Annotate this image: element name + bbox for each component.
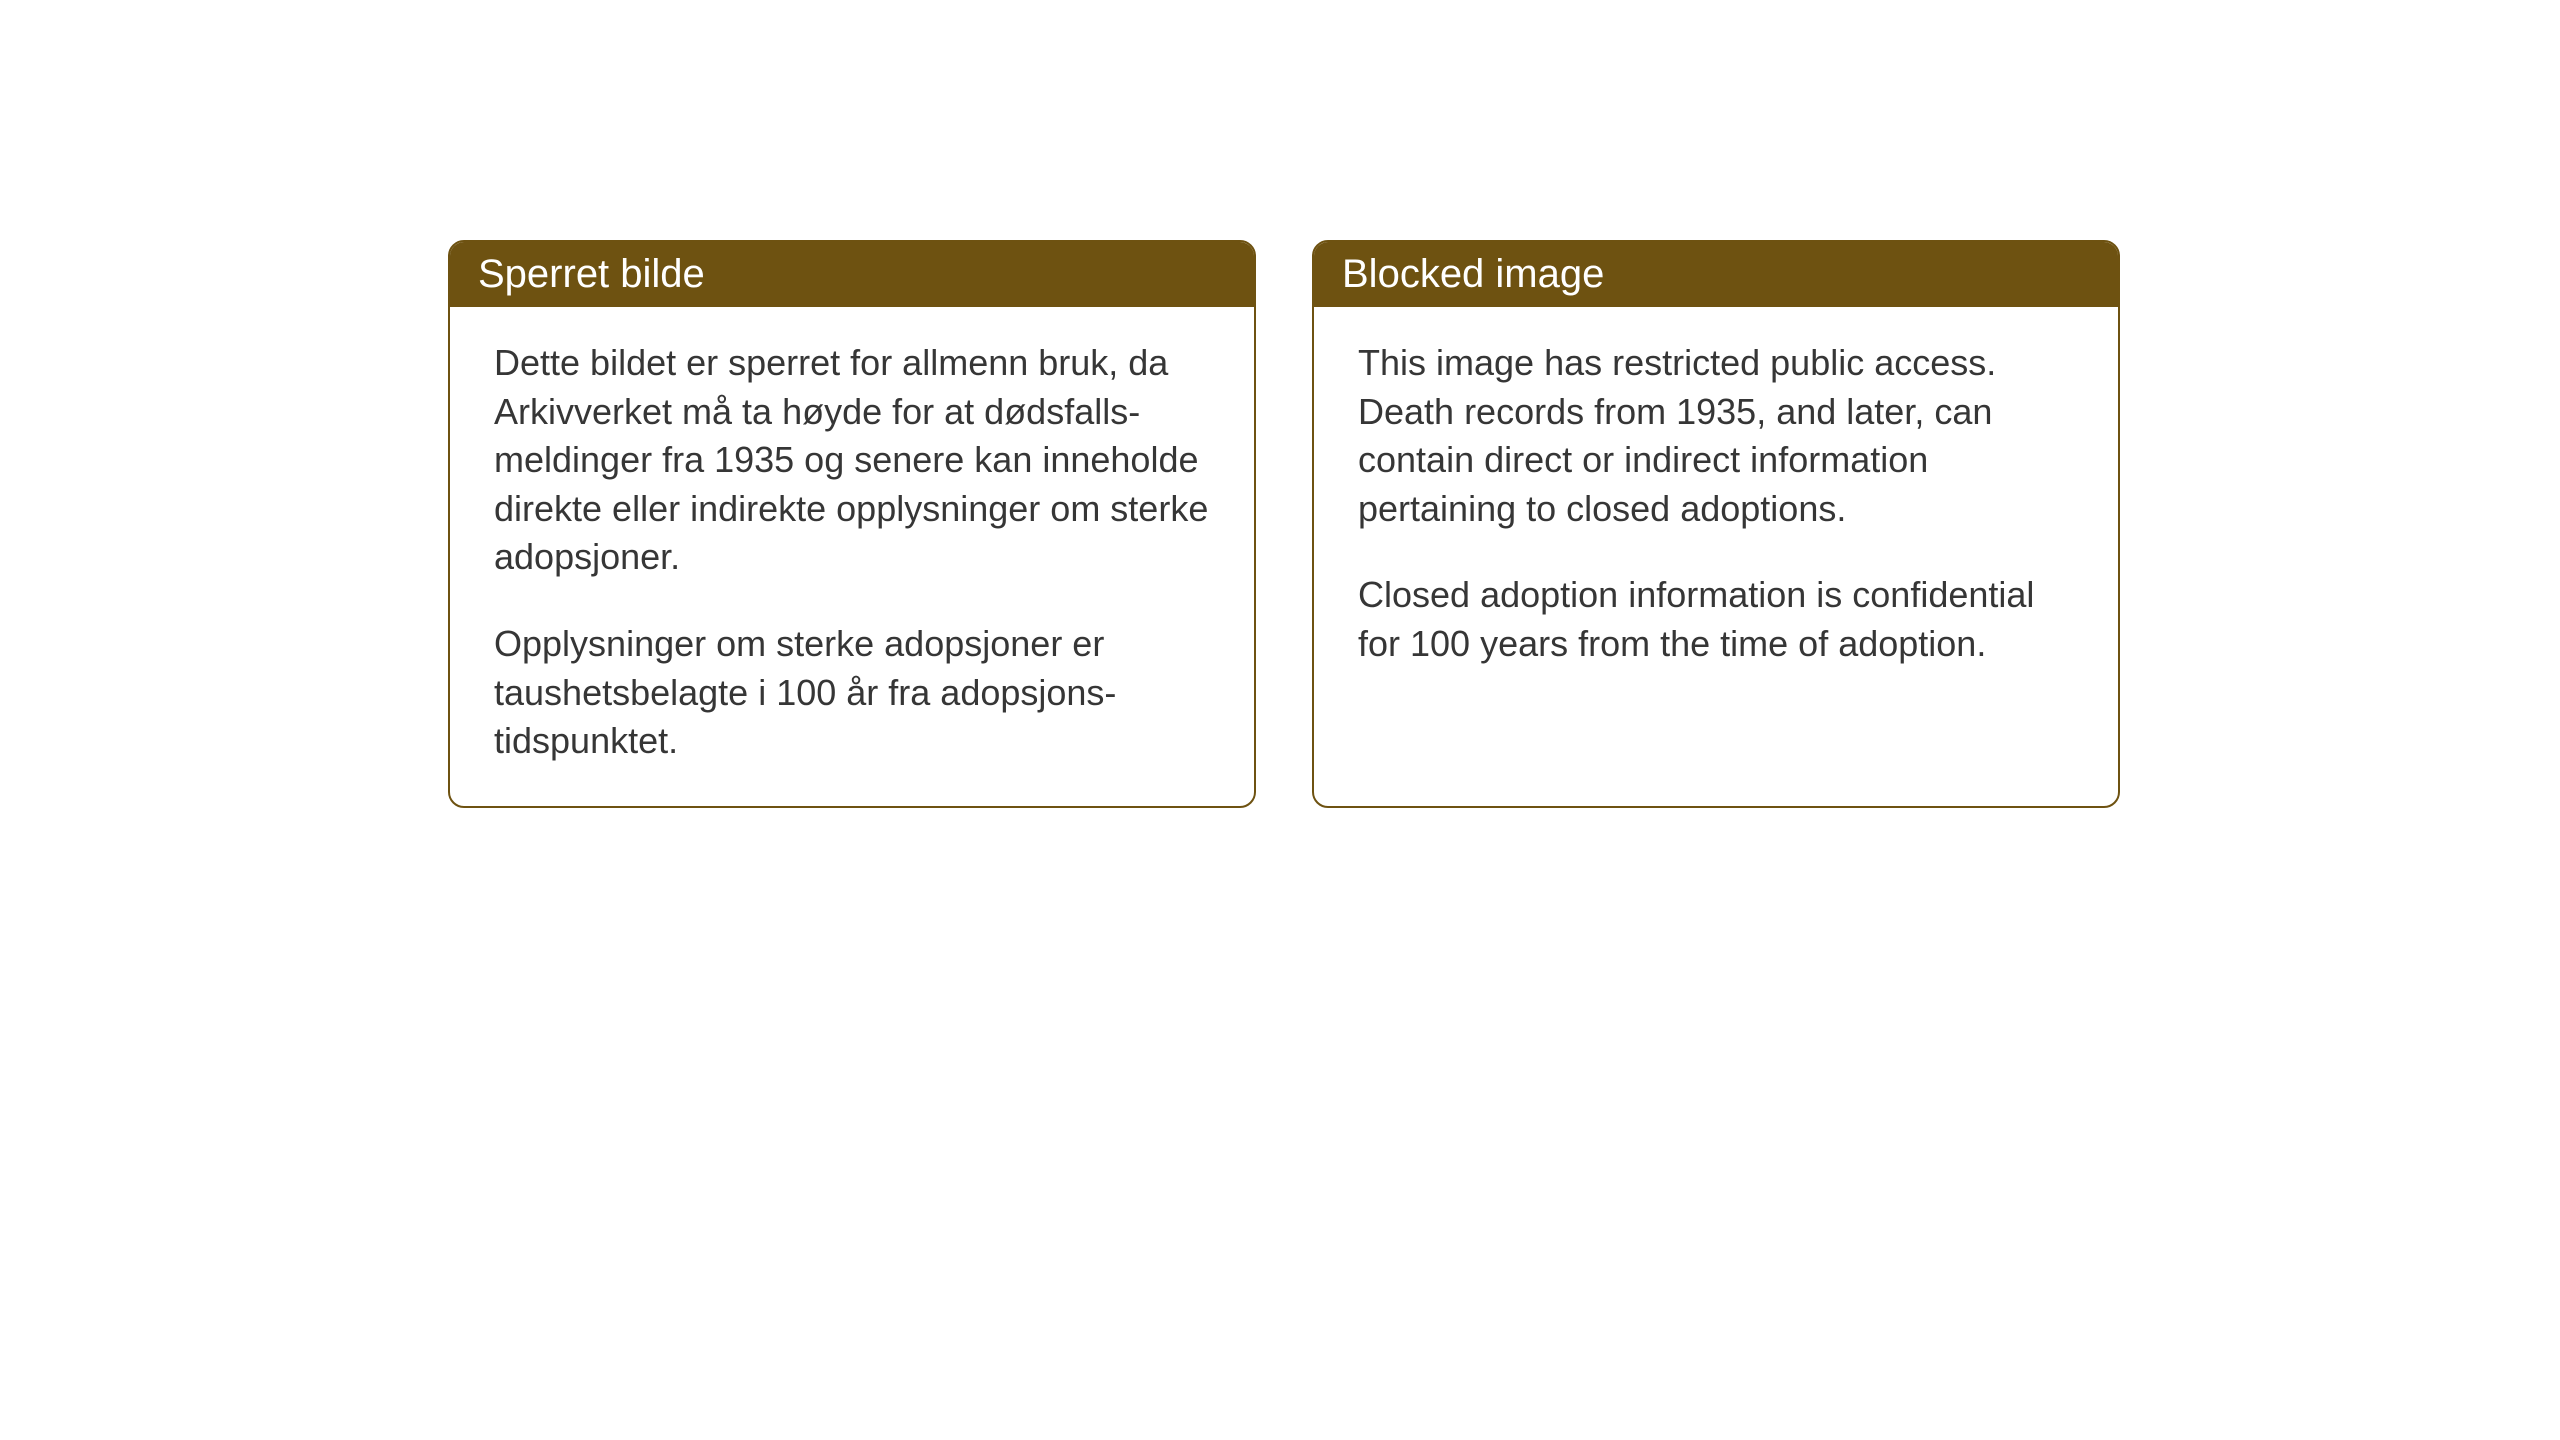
notice-cards-container: Sperret bilde Dette bildet er sperret fo…	[448, 240, 2120, 808]
card-paragraph-1-norwegian: Dette bildet er sperret for allmenn bruk…	[494, 339, 1210, 582]
card-header-norwegian: Sperret bilde	[450, 242, 1254, 307]
notice-card-english: Blocked image This image has restricted …	[1312, 240, 2120, 808]
card-body-english: This image has restricted public access.…	[1314, 307, 2118, 749]
card-title-english: Blocked image	[1342, 252, 1604, 296]
card-paragraph-2-norwegian: Opplysninger om sterke adopsjoner er tau…	[494, 620, 1210, 766]
card-body-norwegian: Dette bildet er sperret for allmenn bruk…	[450, 307, 1254, 806]
notice-card-norwegian: Sperret bilde Dette bildet er sperret fo…	[448, 240, 1256, 808]
card-title-norwegian: Sperret bilde	[478, 252, 705, 296]
card-paragraph-1-english: This image has restricted public access.…	[1358, 339, 2074, 533]
card-paragraph-2-english: Closed adoption information is confident…	[1358, 571, 2074, 668]
card-header-english: Blocked image	[1314, 242, 2118, 307]
